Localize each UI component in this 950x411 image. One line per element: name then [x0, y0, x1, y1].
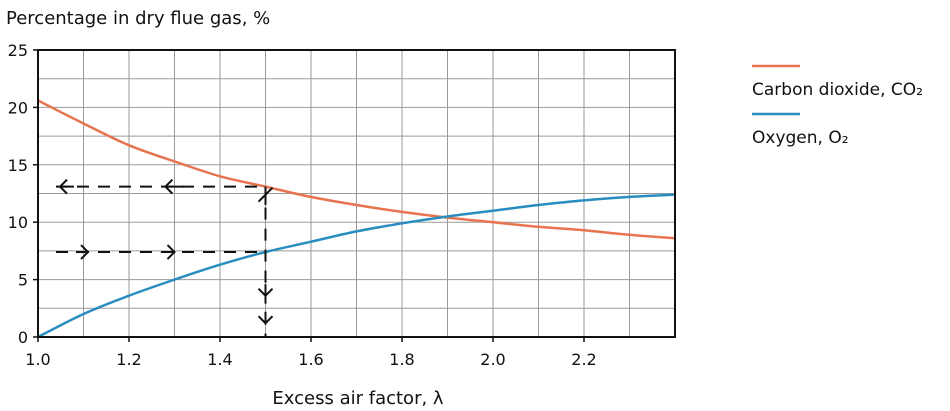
y-tick-label: 15: [8, 156, 28, 175]
y-tick-label: 20: [8, 98, 28, 117]
x-tick-label: 1.4: [207, 350, 232, 369]
y-tick-label: 5: [18, 271, 28, 290]
x-tick-label: 1.0: [25, 350, 50, 369]
legend-label-co2: Carbon dioxide, CO₂: [752, 80, 923, 100]
x-tick-label: 1.2: [116, 350, 141, 369]
co2-line: [37, 99, 676, 240]
tick-labels: 1.0 1.2 1.4 1.6 1.8 2.0 2.2 0 5 10 15 20 25: [8, 41, 597, 369]
plot-frame: [37, 49, 676, 338]
y-tick-label: 25: [8, 41, 28, 60]
x-tick-label: 1.8: [389, 350, 414, 369]
o2-line: [37, 193, 676, 339]
arrow-down-icon-head: [257, 287, 274, 298]
y-tick-label: 0: [18, 328, 28, 347]
y-tick-label: 10: [8, 213, 28, 232]
arrow-left-icon-head: [163, 178, 174, 195]
y-axis-title: Percentage in dry flue gas, %: [6, 8, 270, 29]
x-axis-title: Excess air factor, λ: [272, 388, 443, 409]
arrow-right-icon-head: [166, 244, 176, 260]
series-layer: [37, 99, 676, 339]
legend: Carbon dioxide, CO₂ Oxygen, O₂: [752, 64, 923, 148]
arrow-right-icon-head: [80, 244, 90, 260]
legend-label-o2: Oxygen, O₂: [752, 128, 849, 148]
annotation-layer: [56, 178, 274, 337]
grid: [38, 50, 675, 337]
arrow-up-icon-head: [257, 186, 274, 203]
x-tick-label: 2.2: [571, 350, 596, 369]
arrow-left-icon-head: [58, 178, 68, 195]
x-tick-label: 1.6: [298, 350, 323, 369]
arrow-down-icon-head: [257, 315, 274, 325]
x-tick-label: 2.0: [480, 350, 505, 369]
